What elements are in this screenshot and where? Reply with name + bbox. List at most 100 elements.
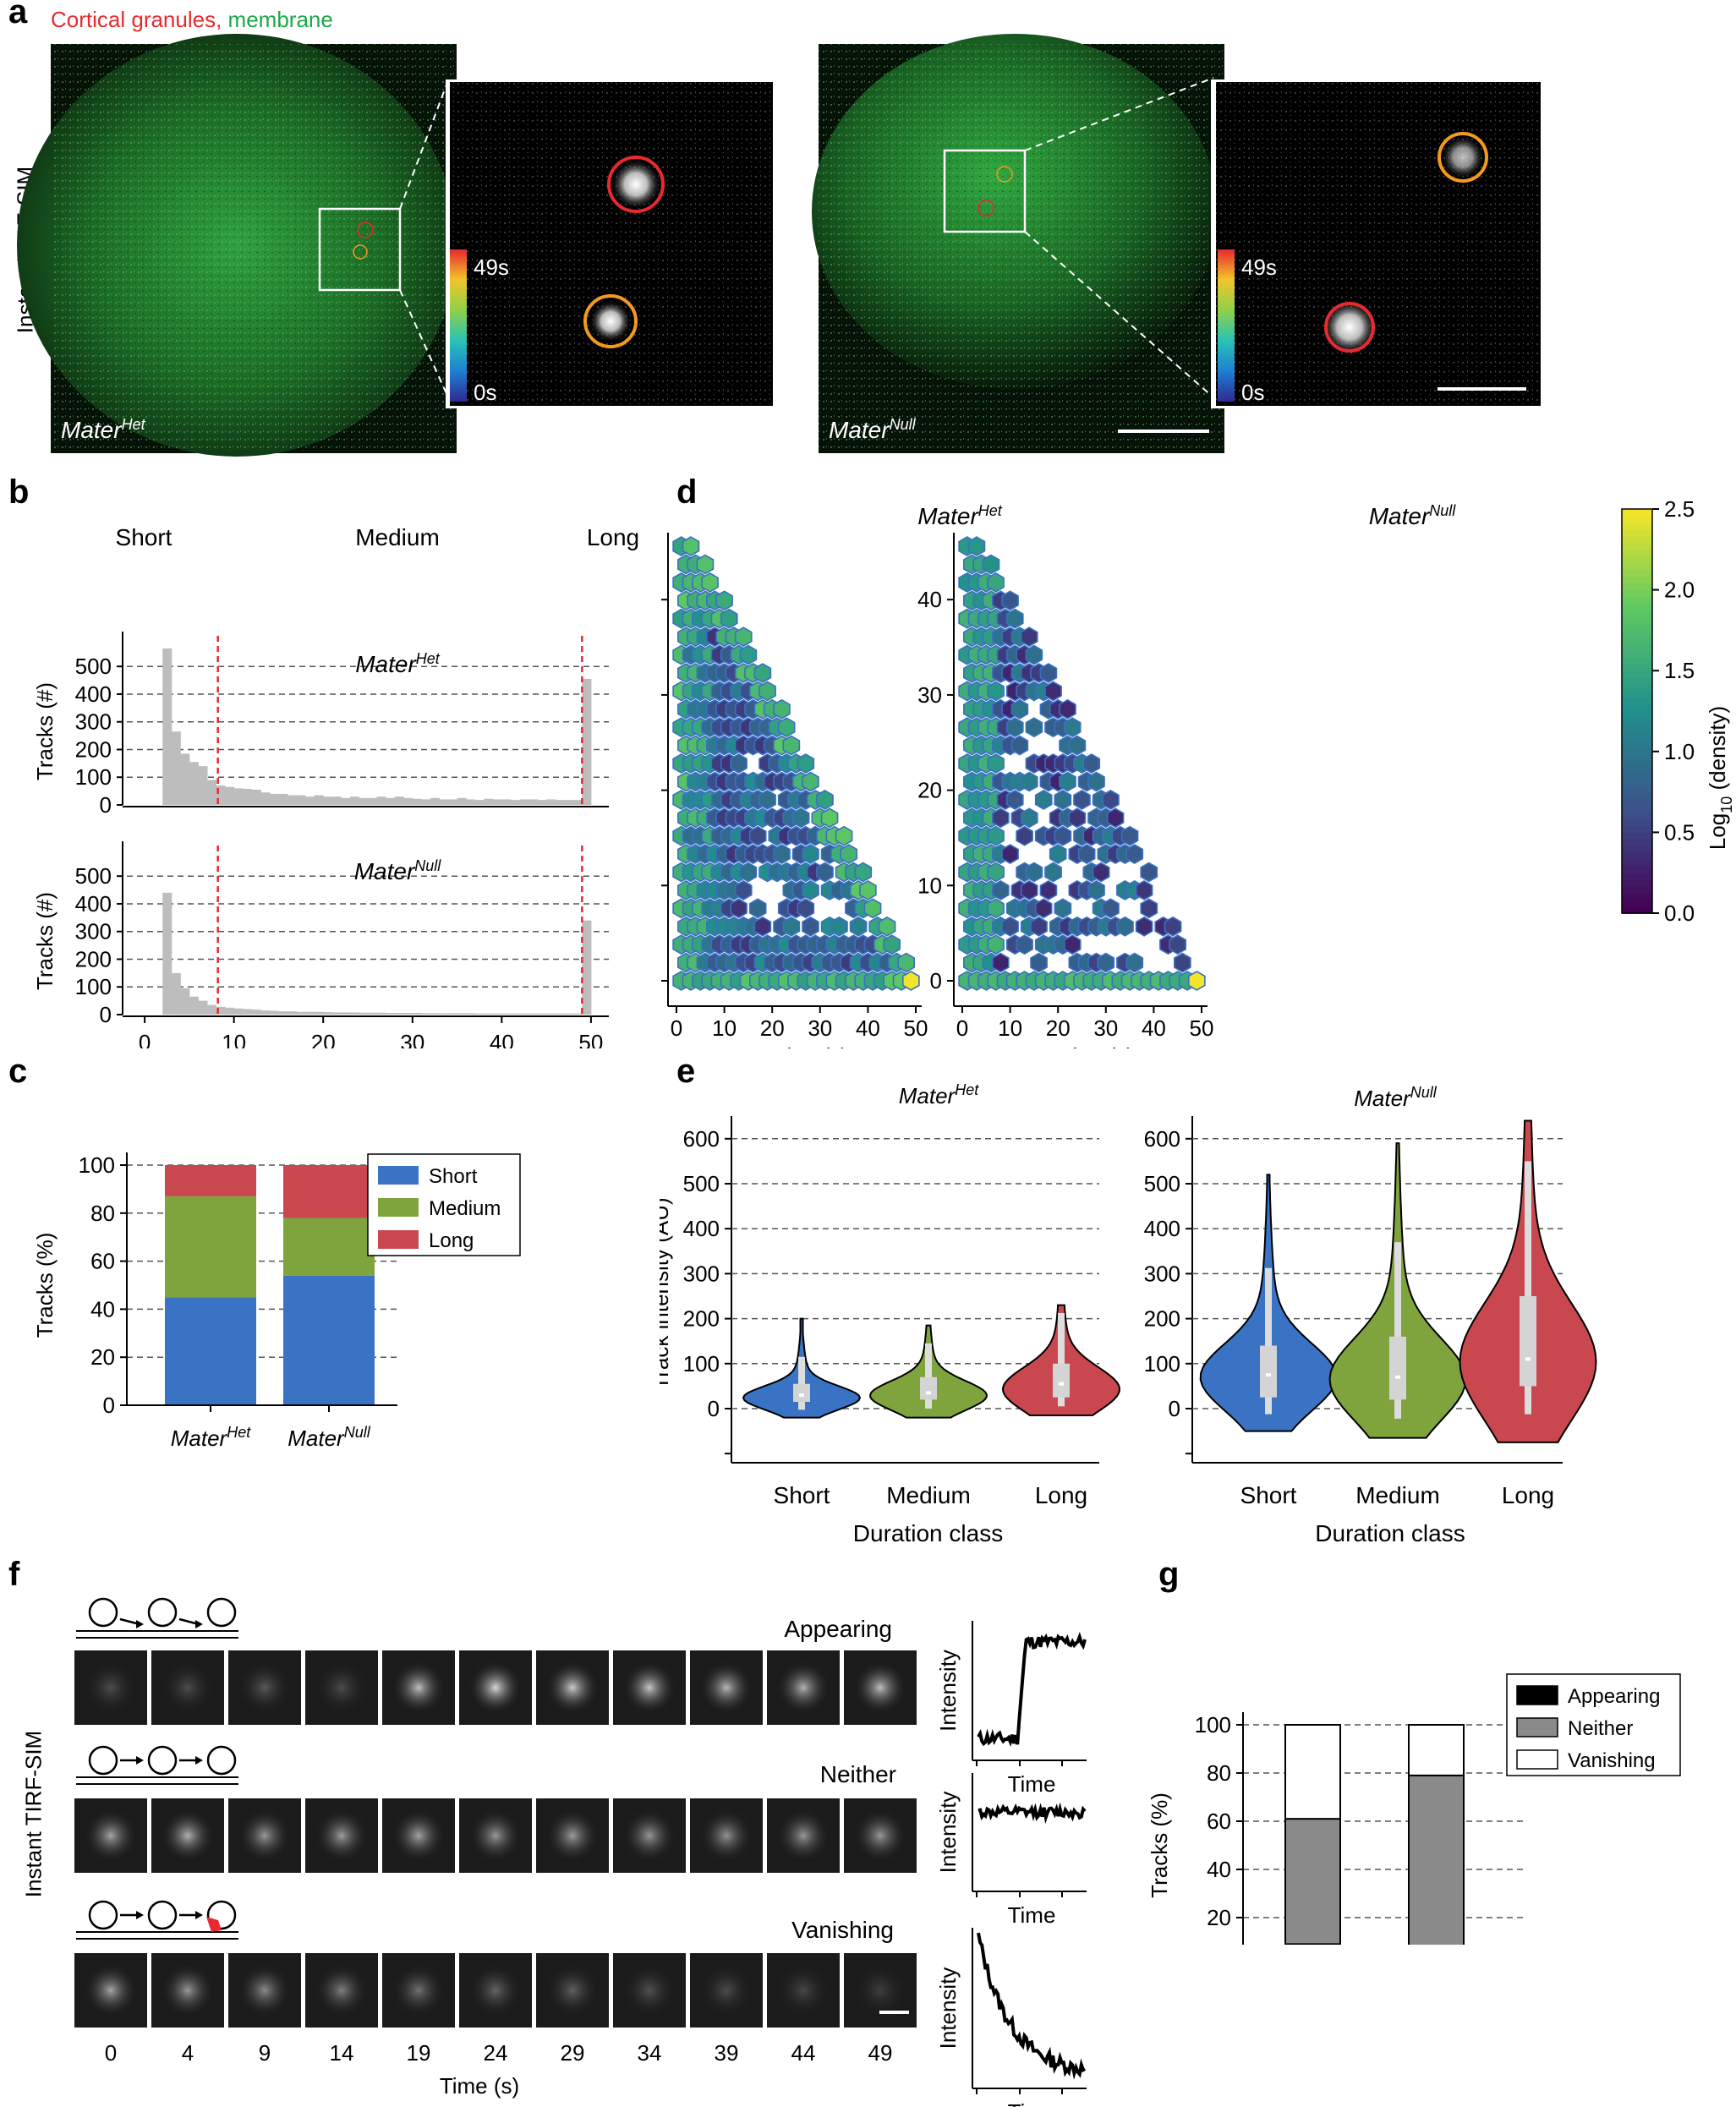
histogram-bar — [207, 780, 217, 805]
hexbin-cell — [1120, 825, 1139, 846]
null-zoom-image — [1216, 82, 1541, 406]
granule-spot — [545, 1809, 600, 1863]
granule-spot — [161, 1809, 215, 1863]
y-tick-label: 100 — [683, 1351, 720, 1376]
histogram-bar — [412, 798, 422, 805]
y-tick-label: 300 — [683, 1261, 720, 1286]
histogram-bar — [243, 1009, 253, 1015]
y-tick-label: 0 — [100, 792, 112, 818]
colorbar-segment — [1622, 900, 1652, 907]
hexbin-cell — [1039, 663, 1058, 683]
hexbin-null: 0 10 20 30 40 0 10 20 30 40 50 Duration (s) — [917, 533, 1213, 1048]
histogram-bar — [296, 1011, 306, 1015]
hexbin-cell — [1106, 807, 1125, 829]
y-tick-label: 100 — [75, 974, 112, 999]
panel-label-a: a — [8, 0, 28, 30]
y-tick-label: 200 — [75, 736, 112, 762]
histogram-bar — [269, 1010, 279, 1015]
violin-iqr-box — [1053, 1363, 1070, 1398]
histogram-bar — [314, 1011, 324, 1015]
histogram-bar — [421, 799, 431, 805]
het-time-colorbar — [450, 249, 467, 402]
granule-spot — [468, 1963, 523, 2017]
y-tick-label: 10 — [917, 873, 942, 898]
arrowhead-icon — [195, 1756, 203, 1765]
histogram-bar — [439, 799, 449, 805]
colorbar-segment — [1622, 724, 1652, 732]
hexbin-cell — [1016, 825, 1033, 846]
histogram-bar — [341, 797, 351, 805]
y-tick-label: 300 — [1144, 1261, 1180, 1286]
histogram-bar — [251, 789, 261, 805]
arrowhead-icon — [195, 1911, 203, 1919]
time-tick-label: 29 — [561, 2040, 585, 2066]
panel-f-montage: Appearing Neither Vanishing Time (s) Int… — [74, 1597, 1087, 2107]
histogram-bar — [403, 1013, 413, 1015]
colorbar-segment — [1622, 643, 1652, 652]
histogram-bar — [528, 1013, 539, 1015]
histogram-bar — [537, 800, 547, 805]
colorbar-segment — [1622, 555, 1652, 564]
hexbin-cell — [1059, 771, 1076, 792]
hexbin-cell — [1010, 698, 1029, 720]
histogram-bar — [359, 1012, 369, 1015]
histogram-bar — [439, 1013, 449, 1015]
y-tick-label: 100 — [75, 764, 112, 790]
granule-spot — [238, 1809, 292, 1863]
time-tick-label: 9 — [259, 2040, 271, 2066]
histogram-bar — [331, 796, 342, 805]
colorbar-segment — [1622, 866, 1652, 873]
y-tick-label: 80 — [90, 1201, 115, 1226]
histogram-bar — [474, 800, 485, 805]
hexbin-cell — [1082, 753, 1101, 774]
violin-median — [1059, 1382, 1064, 1386]
hexbin-cell — [1025, 862, 1043, 883]
hexbin-cell — [982, 554, 1000, 575]
x-tick-label: 20 — [311, 1030, 336, 1048]
hexbin-cell — [987, 862, 1005, 883]
hexbin-cell — [730, 753, 748, 774]
x-tick-label: 0 — [671, 1015, 682, 1041]
colorbar-segment — [1622, 616, 1652, 625]
hexbin-cell — [992, 807, 1010, 829]
hexbin-cell — [1135, 916, 1153, 937]
colorbar-tick-label: 1.5 — [1664, 658, 1695, 683]
colorbar-segment — [1622, 873, 1652, 880]
colorbar-segment — [1622, 859, 1652, 867]
time-tick-label: 39 — [715, 2040, 739, 2066]
colorbar-segment — [1622, 812, 1652, 820]
hexbin-cell — [1044, 862, 1062, 883]
legend-label: Appearing — [1568, 1685, 1660, 1708]
colorbar-segment — [1622, 522, 1652, 530]
histogram-bar — [198, 1000, 208, 1015]
granule-spot — [622, 1963, 676, 2017]
category-label: Short — [1240, 1482, 1297, 1508]
colorbar-segment — [1622, 839, 1652, 847]
y-tick-label: 60 — [90, 1249, 115, 1274]
colorbar-segment — [1622, 758, 1652, 766]
hexbin-cell — [1044, 681, 1062, 702]
hexbin-cell — [897, 952, 915, 973]
bar-segment-medium — [165, 1196, 256, 1298]
x-tick-label: 10 — [998, 1015, 1022, 1041]
histogram-bar — [288, 795, 298, 805]
colorbar-segment — [1622, 684, 1652, 692]
colorbar-segment — [1622, 535, 1652, 544]
y-tick-label: 0 — [103, 1393, 115, 1418]
hexbin-cell — [682, 536, 700, 557]
x-axis-label: Duration class — [1315, 1520, 1465, 1546]
arrowhead-icon — [136, 1620, 144, 1628]
hexbin-cell — [992, 879, 1010, 900]
y-axis-label: Tracks (#) — [32, 892, 58, 990]
category-label: Medium — [1355, 1482, 1440, 1508]
histogram-bar — [519, 1013, 529, 1015]
granule-spot — [853, 1809, 907, 1863]
hexbin-cell — [1020, 807, 1038, 829]
row-label-vanishing: Vanishing — [791, 1917, 894, 1943]
time-tick-label: 34 — [638, 2040, 662, 2066]
histogram-bar — [564, 1013, 574, 1015]
hexbin-cell — [782, 735, 801, 756]
x-tick-label: 40 — [1142, 1015, 1166, 1041]
hexbin-cell — [734, 627, 753, 648]
y-tick-label: 80 — [1207, 1760, 1231, 1786]
